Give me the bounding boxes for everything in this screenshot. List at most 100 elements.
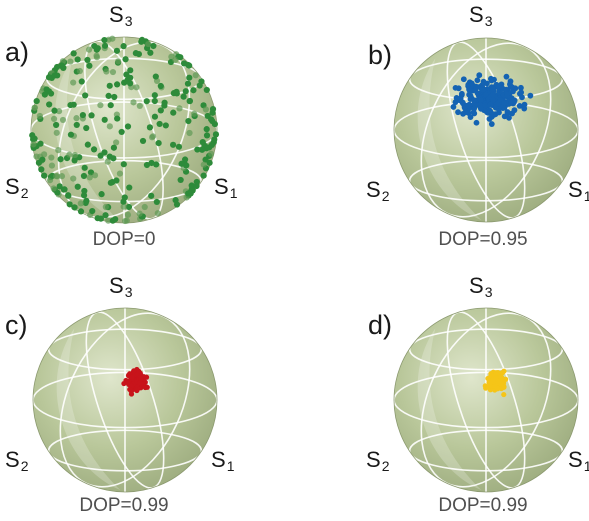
point	[489, 86, 496, 92]
point	[111, 93, 118, 101]
point	[151, 113, 159, 120]
point	[88, 112, 95, 119]
point	[135, 50, 142, 58]
point	[474, 77, 481, 84]
point	[102, 203, 109, 211]
point	[141, 203, 148, 211]
point	[495, 370, 501, 376]
point	[504, 91, 510, 98]
point	[186, 98, 193, 105]
point	[489, 92, 496, 99]
point	[86, 62, 93, 69]
point	[151, 97, 158, 105]
point	[125, 203, 133, 211]
point	[460, 76, 467, 83]
sphere-highlight	[417, 328, 482, 491]
point	[200, 172, 207, 179]
point	[467, 92, 474, 99]
point	[480, 87, 487, 94]
point	[125, 380, 131, 386]
point	[161, 102, 168, 109]
point	[477, 101, 484, 108]
sphere-outline	[32, 307, 218, 493]
point	[175, 143, 183, 150]
point	[35, 159, 43, 166]
s1-axis-label: S1	[214, 174, 238, 201]
s1-axis-label: S1	[211, 447, 235, 474]
point	[185, 117, 192, 125]
point	[183, 162, 190, 169]
point	[184, 80, 192, 87]
point	[107, 179, 114, 186]
point	[130, 99, 137, 106]
point	[516, 102, 523, 109]
point	[55, 147, 62, 154]
point	[153, 161, 160, 168]
point	[81, 164, 88, 171]
point	[53, 129, 60, 136]
s2-axis-label: S2	[366, 447, 390, 474]
point	[131, 368, 137, 374]
point	[212, 131, 220, 138]
point	[37, 140, 44, 147]
point	[203, 86, 210, 94]
point	[127, 386, 133, 393]
point	[211, 136, 218, 143]
point	[186, 129, 193, 137]
point	[157, 107, 164, 114]
point	[106, 82, 113, 89]
point	[114, 81, 121, 88]
point	[185, 190, 192, 197]
point	[101, 36, 108, 44]
point	[120, 43, 127, 50]
point	[121, 217, 129, 225]
point	[136, 210, 143, 217]
s2-axis-label: S2	[5, 447, 29, 474]
point	[157, 82, 164, 90]
point	[498, 373, 504, 379]
point	[473, 119, 480, 126]
sphere-highlight	[56, 328, 121, 491]
point	[53, 173, 60, 180]
point	[110, 144, 118, 151]
point	[465, 102, 471, 109]
point	[113, 139, 120, 146]
dop-caption: DOP=0	[92, 229, 156, 250]
point	[508, 100, 515, 106]
s1-axis-label: S1	[568, 447, 589, 474]
point	[200, 161, 207, 168]
poincare-sphere	[393, 37, 579, 223]
point	[154, 210, 161, 217]
point	[81, 187, 88, 195]
point	[76, 67, 83, 75]
point	[116, 170, 124, 177]
point	[467, 114, 474, 121]
point	[480, 78, 487, 85]
point	[488, 77, 495, 84]
point	[30, 141, 37, 148]
point	[73, 115, 80, 122]
point	[48, 162, 56, 169]
point	[67, 101, 74, 109]
s3-axis-label: S3	[469, 2, 493, 29]
point	[127, 67, 134, 74]
s3-axis-label: S3	[109, 273, 133, 300]
point	[527, 92, 534, 99]
point	[41, 151, 48, 158]
point	[503, 73, 510, 80]
point	[460, 110, 466, 117]
point	[139, 137, 147, 145]
point	[471, 97, 478, 104]
point	[202, 106, 209, 113]
point	[203, 132, 211, 139]
point	[74, 56, 81, 63]
point	[89, 207, 96, 215]
point	[85, 46, 93, 53]
point	[193, 182, 200, 190]
point	[497, 96, 504, 103]
point	[102, 212, 109, 219]
point	[70, 79, 77, 86]
sphere-outline	[393, 37, 579, 223]
point	[46, 101, 53, 108]
point	[45, 74, 53, 81]
